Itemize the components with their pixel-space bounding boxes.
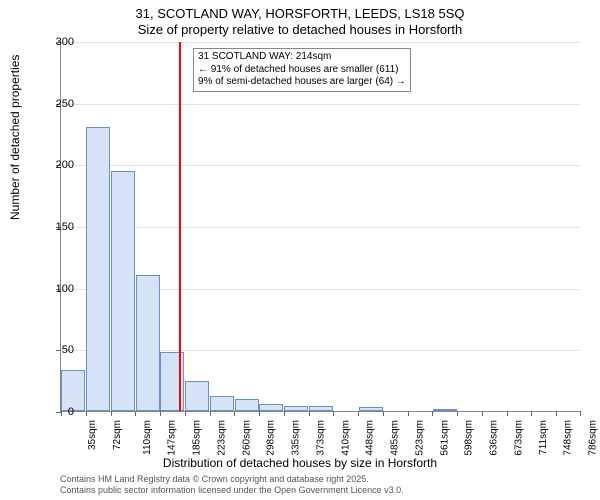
- x-axis-label: Distribution of detached houses by size …: [0, 456, 600, 470]
- xtick-mark: [383, 411, 384, 416]
- xtick-label: 35sqm: [87, 420, 98, 450]
- xtick-mark: [408, 411, 409, 416]
- xtick-label: 448sqm: [365, 420, 376, 456]
- histogram-bar: [86, 127, 110, 411]
- ytick-label: 100: [34, 283, 74, 295]
- xtick-mark: [284, 411, 285, 416]
- xtick-label: 485sqm: [390, 420, 401, 456]
- xtick-label: 298sqm: [266, 420, 277, 456]
- grid-line: [61, 42, 580, 43]
- xtick-mark: [160, 411, 161, 416]
- grid-line: [61, 104, 580, 105]
- histogram-bar: [359, 407, 383, 411]
- ytick-label: 300: [34, 36, 74, 48]
- credits-line1: Contains HM Land Registry data © Crown c…: [60, 474, 404, 485]
- xtick-mark: [580, 411, 581, 416]
- annotation-line1: ← 91% of detached houses are smaller (61…: [198, 64, 406, 77]
- chart-container: 31, SCOTLAND WAY, HORSFORTH, LEEDS, LS18…: [0, 0, 600, 500]
- y-axis-label: Number of detached properties: [8, 55, 22, 220]
- reference-line: [179, 42, 181, 411]
- xtick-mark: [86, 411, 87, 416]
- histogram-bar: [160, 352, 184, 411]
- xtick-label: 598sqm: [464, 420, 475, 456]
- histogram-bar: [61, 370, 85, 411]
- grid-line: [61, 227, 580, 228]
- xtick-mark: [111, 411, 112, 416]
- xtick-mark: [309, 411, 310, 416]
- xtick-label: 185sqm: [192, 420, 203, 456]
- histogram-bar: [210, 396, 234, 411]
- annotation-header: 31 SCOTLAND WAY: 214sqm: [198, 51, 406, 64]
- xtick-label: 260sqm: [241, 420, 252, 456]
- xtick-mark: [135, 411, 136, 416]
- annotation-box: 31 SCOTLAND WAY: 214sqm ← 91% of detache…: [193, 48, 411, 92]
- histogram-bar: [309, 406, 333, 411]
- xtick-mark: [531, 411, 532, 416]
- xtick-label: 711sqm: [538, 420, 549, 455]
- histogram-bar: [111, 171, 135, 412]
- annotation-line2: 9% of semi-detached houses are larger (6…: [198, 76, 406, 89]
- xtick-label: 335sqm: [291, 420, 302, 456]
- histogram-bar: [136, 275, 160, 411]
- plot-area: 31 SCOTLAND WAY: 214sqm ← 91% of detache…: [60, 42, 580, 412]
- xtick-mark: [234, 411, 235, 416]
- xtick-label: 410sqm: [340, 420, 351, 456]
- ytick-label: 50: [34, 344, 74, 356]
- xtick-label: 110sqm: [141, 420, 152, 455]
- histogram-bar: [284, 406, 308, 411]
- xtick-mark: [210, 411, 211, 416]
- ytick-label: 250: [34, 98, 74, 110]
- xtick-mark: [556, 411, 557, 416]
- xtick-label: 223sqm: [216, 420, 227, 456]
- xtick-label: 72sqm: [112, 420, 123, 450]
- credits: Contains HM Land Registry data © Crown c…: [60, 474, 404, 497]
- xtick-label: 373sqm: [315, 420, 326, 456]
- credits-line2: Contains public sector information licen…: [60, 485, 404, 496]
- xtick-mark: [457, 411, 458, 416]
- xtick-label: 636sqm: [489, 420, 500, 456]
- histogram-bar: [259, 404, 283, 411]
- histogram-bar: [235, 399, 259, 411]
- chart-title-line2: Size of property relative to detached ho…: [0, 22, 600, 37]
- chart-title-line1: 31, SCOTLAND WAY, HORSFORTH, LEEDS, LS18…: [0, 6, 600, 21]
- histogram-bar: [185, 381, 209, 411]
- xtick-mark: [333, 411, 334, 416]
- ytick-label: 200: [34, 159, 74, 171]
- xtick-label: 561sqm: [439, 420, 450, 456]
- xtick-label: 147sqm: [167, 420, 178, 456]
- xtick-mark: [185, 411, 186, 416]
- xtick-mark: [507, 411, 508, 416]
- xtick-mark: [259, 411, 260, 416]
- xtick-mark: [432, 411, 433, 416]
- xtick-mark: [482, 411, 483, 416]
- xtick-label: 523sqm: [414, 420, 425, 456]
- xtick-label: 673sqm: [514, 420, 525, 456]
- grid-line: [61, 165, 580, 166]
- xtick-label: 748sqm: [563, 420, 574, 456]
- histogram-bar: [433, 409, 457, 411]
- xtick-mark: [358, 411, 359, 416]
- xtick-label: 786sqm: [588, 420, 599, 456]
- ytick-label: 150: [34, 221, 74, 233]
- ytick-label: 0: [34, 406, 74, 418]
